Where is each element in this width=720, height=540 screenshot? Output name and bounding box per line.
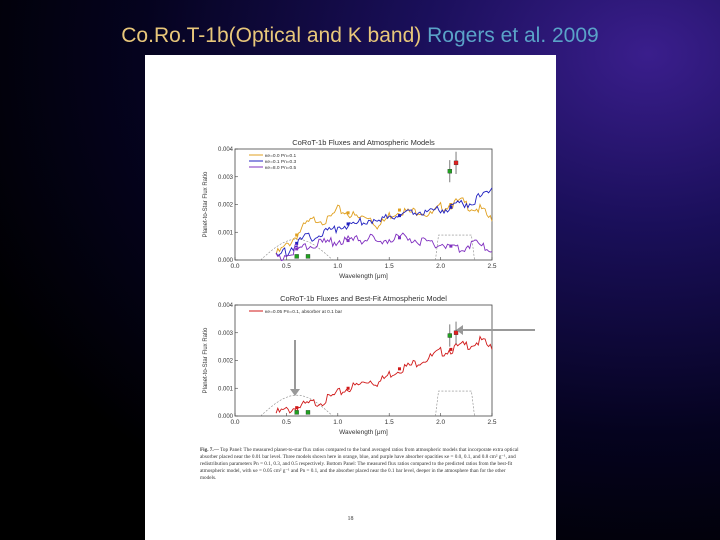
band-average-0-0: [295, 233, 299, 237]
slide-title: Co.Ro.T-1b(Optical and K band) Rogers et…: [0, 24, 720, 48]
chart-title-0: CoRoT-1b Fluxes and Atmospheric Models: [292, 138, 435, 147]
model-line-1-0: [275, 335, 493, 414]
figure-svg: CoRoT-1b Fluxes and Atmospheric Models Wa…: [203, 138, 535, 436]
x-tick-label-0: 2.0: [436, 263, 445, 270]
band-average-0-0: [346, 211, 350, 215]
y-tick-label-1: 0.000: [218, 414, 234, 420]
measurement-point-0-0: [294, 254, 299, 259]
k-band-response-0: [435, 234, 475, 261]
annotation-arrow-down-head: [290, 389, 300, 396]
annotation-arrow-left-head: [456, 325, 463, 335]
band-average-0-1: [295, 241, 299, 245]
y-axis-label-1: Planet-to-Star Flux Ratio: [203, 327, 209, 393]
band-average-0-2: [397, 236, 401, 240]
x-tick-label-0: 2.5: [487, 263, 496, 270]
legend-label-1-0: κe=0.05 Pn=0.1, absorber at 0.1 bar: [265, 309, 342, 315]
paper-figure-page: CoRoT-1b Fluxes and Atmospheric Models Wa…: [145, 55, 556, 540]
y-tick-label-1: 0.001: [218, 386, 234, 392]
band-average-0-1: [346, 222, 350, 226]
y-tick-label-0: 0.000: [218, 258, 234, 264]
measurement-point-1-1: [305, 410, 311, 415]
measurement-point-0-2: [447, 169, 453, 174]
x-tick-label-0: 1.5: [385, 263, 394, 270]
x-tick-label-1: 0.0: [230, 419, 239, 426]
model-line-0-2: [275, 232, 493, 262]
k-band-response-1: [435, 390, 475, 417]
model-line-0-1: [275, 187, 493, 258]
y-tick-label-1: 0.004: [218, 303, 234, 309]
band-average-1-0: [397, 367, 401, 371]
y-tick-label-1: 0.002: [218, 359, 234, 365]
figure-caption: Fig. 7.— Top Panel: The measured planet-…: [200, 447, 520, 482]
measurement-point-0-3: [453, 160, 459, 166]
slide-title-reference: Rogers et al. 2009: [427, 24, 599, 47]
optical-band-response-1: [260, 394, 333, 417]
band-average-0-2: [449, 244, 453, 248]
x-tick-label-0: 0.0: [230, 263, 239, 270]
caption-label: Fig. 7.—: [200, 447, 219, 453]
band-average-0-1: [449, 205, 453, 209]
legend-label-0-1: κe=0.1 Pn=0.3: [265, 159, 297, 165]
x-tick-label-0: 1.0: [333, 263, 342, 270]
band-average-0-2: [346, 239, 350, 243]
plot-frame-1: [234, 304, 493, 417]
slide-title-main: Co.Ro.T-1b(Optical and K band): [121, 24, 422, 47]
band-average-1-0: [346, 386, 350, 390]
band-average-0-1: [397, 214, 401, 218]
x-tick-label-1: 2.5: [487, 419, 496, 426]
y-tick-label-0: 0.002: [218, 203, 234, 209]
legend-label-0-0: κe=0.0 Pn=0.1: [265, 153, 297, 159]
x-tick-label-1: 1.0: [333, 419, 342, 426]
model-line-0-0: [275, 197, 493, 255]
page-number: 18: [347, 516, 354, 522]
x-axis-label-1: Wavelength [μm]: [339, 429, 388, 436]
caption-text: Top Panel: The measured planet-to-star f…: [200, 447, 519, 481]
measurement-point-0-1: [305, 254, 311, 259]
chart-title-1: CoRoT-1b Fluxes and Best-Fit Atmospheric…: [280, 294, 447, 303]
measurement-point-1-0: [294, 410, 299, 415]
band-average-0-0: [397, 208, 401, 212]
band-average-1-0: [449, 347, 453, 351]
measurement-point-1-2: [447, 333, 453, 338]
x-tick-label-1: 1.5: [385, 419, 394, 426]
x-tick-label-0: 0.5: [282, 263, 291, 270]
measurement-point-1-3: [453, 330, 459, 335]
x-tick-label-1: 2.0: [436, 419, 445, 426]
y-tick-label-0: 0.004: [218, 147, 234, 153]
x-tick-label-1: 0.5: [282, 419, 291, 426]
y-tick-label-0: 0.003: [218, 175, 234, 181]
x-axis-label-0: Wavelength [μm]: [339, 273, 388, 280]
band-average-0-2: [295, 247, 299, 251]
y-axis-label-0: Planet-to-Star Flux Ratio: [203, 171, 209, 237]
band-average-1-0: [295, 406, 299, 410]
y-tick-label-1: 0.003: [218, 331, 234, 337]
y-tick-label-0: 0.001: [218, 230, 234, 236]
legend-label-0-2: κe=8.0 Pn=0.5: [265, 165, 297, 171]
